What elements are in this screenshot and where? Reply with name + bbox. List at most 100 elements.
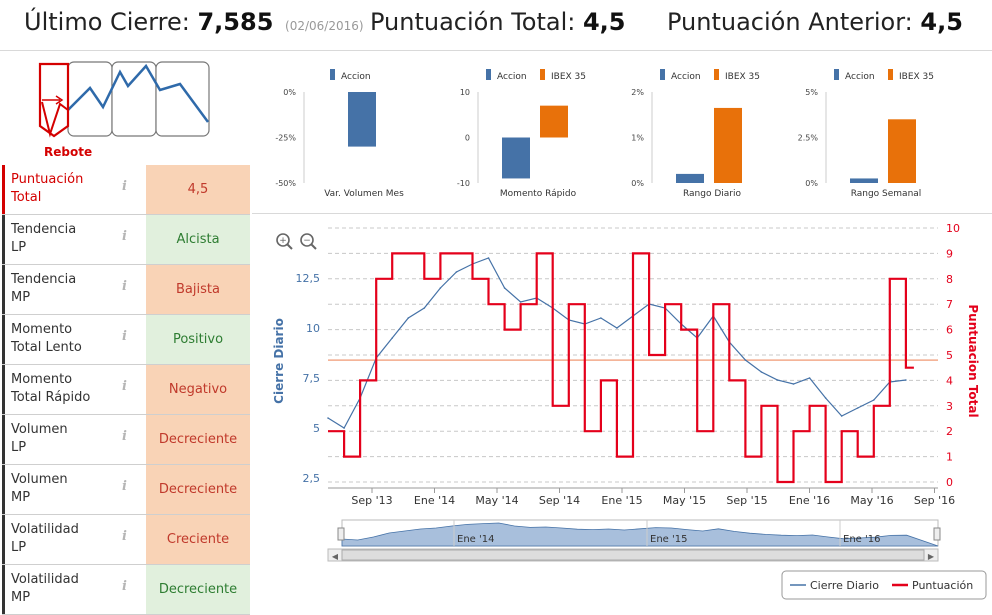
legend-label: IBEX 35 <box>725 72 760 82</box>
total-score-label: Puntuación Total: <box>370 8 576 36</box>
legend-label-cierre: Cierre Diario <box>810 579 879 592</box>
bar-accion <box>348 92 376 147</box>
x-tick-label: Ene '14 <box>414 494 455 507</box>
zoom-in-icon <box>276 233 290 247</box>
legend-label: IBEX 35 <box>899 72 934 82</box>
pattern-graphic: Rebote <box>38 61 210 159</box>
chart-title: Rango Diario <box>683 189 742 199</box>
indicator-value: Alcista <box>146 215 250 264</box>
info-icon[interactable]: i <box>122 379 127 394</box>
point-cierre <box>776 379 779 381</box>
info-icon[interactable]: i <box>122 229 127 244</box>
indicator-label: Tendencia LP <box>2 215 142 264</box>
legend-label: Accion <box>341 72 371 82</box>
legend-swatch <box>330 69 335 80</box>
total-score: Puntuación Total: 4,5 <box>370 8 625 36</box>
indicator-panel: Rebote Puntuación Total i 4,5 Tendencia LP i Al… <box>0 52 252 615</box>
point-cierre <box>808 377 811 379</box>
legend-swatch <box>834 69 839 80</box>
indicator-label-line2: Total Lento <box>11 340 82 355</box>
indicator-row: Volatilidad LP i Creciente <box>2 515 250 565</box>
y-tick-label: 2.5% <box>798 134 819 143</box>
indicator-label-line2: LP <box>11 240 27 255</box>
y-tick-label: 2% <box>631 88 644 97</box>
info-icon[interactable]: i <box>122 529 127 544</box>
legend-swatch <box>660 69 665 80</box>
x-tick-label: Sep '13 <box>351 494 392 507</box>
indicator-value: Creciente <box>146 515 250 564</box>
section-divider <box>252 213 992 214</box>
last-close-date: (02/06/2016) <box>285 19 364 33</box>
legend-label: IBEX 35 <box>551 72 586 82</box>
point-cierre <box>503 287 506 289</box>
legend-label-puntuacion: Puntuación <box>912 579 973 592</box>
indicator-label: Tendencia MP <box>2 265 142 314</box>
left-axis-tick: 2,5 <box>303 472 321 485</box>
x-tick-label: May '15 <box>663 494 706 507</box>
indicator-value: Decreciente <box>146 565 250 614</box>
indicator-label-line2: Total Rápido <box>11 390 91 405</box>
legend-label: Accion <box>671 72 701 82</box>
info-icon[interactable]: i <box>122 579 127 594</box>
info-icon[interactable]: i <box>122 179 127 194</box>
bar-chart-weekly-range: Accion IBEX 35 5% 2.5% 0% Rango Semanal <box>798 69 934 199</box>
point-cierre <box>487 257 490 259</box>
indicator-label-line2: MP <box>11 490 31 505</box>
x-tick-label: Sep '16 <box>914 494 955 507</box>
point-cierre <box>327 417 329 419</box>
legend-swatch <box>486 69 491 80</box>
point-cierre <box>760 371 763 373</box>
point-cierre <box>519 301 522 303</box>
right-axis-tick: 7 <box>946 298 953 311</box>
y-tick-label: -25% <box>275 134 296 143</box>
indicator-label: Volumen LP <box>2 415 142 464</box>
indicator-value: 4,5 <box>146 165 250 214</box>
navigator-area <box>341 522 939 547</box>
legend-swatch <box>888 69 893 80</box>
point-cierre <box>600 317 602 319</box>
left-axis-tick: 5 <box>313 422 320 435</box>
legend-label: Accion <box>497 72 527 82</box>
point-cierre <box>455 271 458 273</box>
pattern-rebound-line <box>41 101 69 138</box>
indicator-row: Tendencia MP i Bajista <box>2 265 250 315</box>
indicator-value: Decreciente <box>146 465 250 514</box>
info-icon[interactable]: i <box>122 479 127 494</box>
indicator-label-line1: Volumen <box>11 422 68 437</box>
indicator-value: Bajista <box>146 265 250 314</box>
total-score-value: 4,5 <box>582 8 626 36</box>
info-icon[interactable]: i <box>122 329 127 344</box>
indicator-value: Decreciente <box>146 415 250 464</box>
info-icon[interactable]: i <box>122 429 127 444</box>
indicator-label-line1: Puntuación <box>11 172 84 187</box>
x-tick-label: May '16 <box>850 494 893 507</box>
navigator-handle-right <box>933 527 941 541</box>
indicator-label-line2: MP <box>11 290 31 305</box>
right-axis-tick: 5 <box>946 349 953 362</box>
right-axis-tick: 2 <box>946 425 953 438</box>
x-tick-label: May '14 <box>475 494 518 507</box>
indicator-label-line1: Momento <box>11 322 73 337</box>
point-cierre <box>856 407 859 409</box>
indicator-row: Volumen LP i Decreciente <box>2 415 250 465</box>
indicator-label-line1: Volumen <box>11 472 68 487</box>
bar-accion <box>502 137 530 179</box>
chart-title: Momento Rápido <box>500 189 577 199</box>
pattern-panel: Rebote <box>0 52 252 162</box>
indicator-label-line1: Tendencia <box>11 272 77 287</box>
scrollbar-thumb <box>341 549 925 561</box>
indicator-row: Puntuación Total i 4,5 <box>2 165 250 215</box>
point-cierre <box>905 379 907 381</box>
indicator-label: Volatilidad LP <box>2 515 142 564</box>
y-tick-label: 0% <box>805 179 818 188</box>
indicator-value: Positivo <box>146 315 250 364</box>
scroll-left-icon: ◀ <box>332 552 339 561</box>
indicator-label-line2: MP <box>11 590 31 605</box>
pattern-box-4 <box>155 61 210 137</box>
left-axis-tick: 10 <box>306 322 320 335</box>
indicator-label: Momento Total Lento <box>2 315 142 364</box>
right-axis-title: Puntuacion Total <box>966 304 980 417</box>
scroll-right-icon: ▶ <box>928 552 935 561</box>
info-icon[interactable]: i <box>122 279 127 294</box>
